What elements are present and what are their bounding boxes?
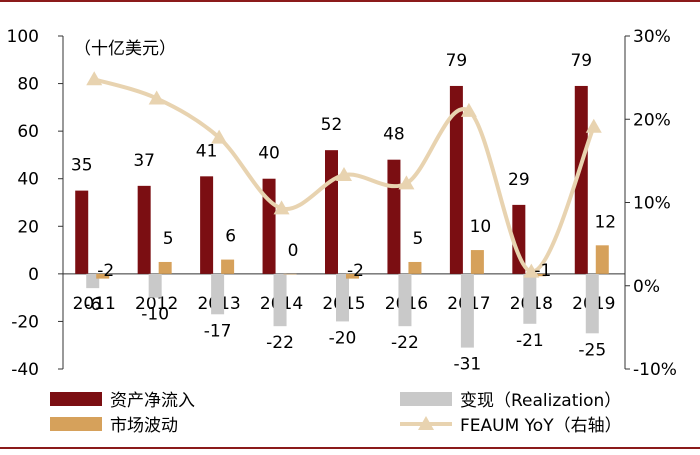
market-label: 5 <box>163 229 174 249</box>
bar <box>200 176 214 274</box>
inflow-label: 40 <box>258 144 280 164</box>
yoy-marker <box>211 129 228 144</box>
realization-label: -31 <box>453 355 481 375</box>
realization-label: -6 <box>84 295 101 315</box>
inflow-label: 41 <box>196 141 218 161</box>
legend-swatch <box>400 392 452 406</box>
x-tick-label: 2011 <box>73 294 116 314</box>
bar <box>86 273 100 289</box>
left-tick-label: 100 <box>7 27 39 47</box>
yoy-line <box>86 71 602 278</box>
inflow-label: 29 <box>508 170 530 190</box>
bars <box>75 85 609 348</box>
realization-label: -21 <box>516 331 544 351</box>
market-label: -1 <box>534 261 551 281</box>
bar <box>148 273 162 298</box>
yoy-marker <box>148 90 165 105</box>
bar <box>574 85 588 274</box>
bar <box>221 259 235 274</box>
market-label: 5 <box>413 229 424 249</box>
legend-label: 变现（Realization） <box>460 391 621 411</box>
inflow-label: 79 <box>570 51 592 71</box>
bar <box>336 273 349 322</box>
yoy-marker <box>523 263 540 278</box>
bar <box>346 273 359 279</box>
yoy-marker <box>585 118 602 133</box>
market-label: 0 <box>288 241 299 261</box>
bar <box>470 250 484 274</box>
inflow-label: 52 <box>321 115 343 135</box>
bar <box>408 261 422 274</box>
bar <box>398 273 412 327</box>
yoy-marker <box>336 167 352 182</box>
left-tick-label: -20 <box>11 312 39 332</box>
legend-swatch-marker <box>418 416 434 430</box>
yoy-marker <box>86 71 103 86</box>
unit-note: （十亿美元） <box>74 39 176 59</box>
bar <box>449 85 463 274</box>
inflow-label: 35 <box>71 156 93 176</box>
left-tick-label: 60 <box>17 122 39 142</box>
market-label: 6 <box>225 227 236 247</box>
bar <box>283 273 297 275</box>
bar <box>137 185 151 274</box>
bar <box>512 204 526 274</box>
legend-swatch <box>50 392 102 406</box>
bar <box>595 245 609 274</box>
left-tick-label: 20 <box>17 217 39 237</box>
realization-label: -17 <box>204 321 232 341</box>
inflow-label: 37 <box>133 151 155 171</box>
right-tick-label: 20% <box>633 110 671 130</box>
bar <box>75 190 89 274</box>
bar <box>325 150 338 274</box>
left-tick-label: 40 <box>17 170 39 190</box>
legend-swatch <box>50 417 102 431</box>
bar <box>387 159 401 274</box>
realization-label: -22 <box>391 333 419 353</box>
market-label: 12 <box>594 212 616 232</box>
legend-label: 市场波动 <box>110 416 178 436</box>
legend-label: 资产净流入 <box>110 391 195 411</box>
yoy-marker <box>398 175 415 190</box>
yoy-marker <box>460 102 477 117</box>
right-tick-label: -10% <box>633 360 677 380</box>
bar <box>273 273 287 327</box>
legend-label: FEAUM YoY（右轴） <box>460 416 622 436</box>
left-tick-label: -40 <box>11 360 39 380</box>
realization-label: -10 <box>141 305 169 325</box>
yoy-marker <box>273 200 290 215</box>
right-tick-label: 30% <box>633 27 671 47</box>
right-tick-label: 10% <box>633 194 671 214</box>
realization-label: -20 <box>329 328 357 348</box>
market-label: -2 <box>347 261 364 281</box>
left-tick-label: 0 <box>28 265 39 285</box>
left-tick-label: 80 <box>17 75 39 95</box>
bar <box>460 273 474 348</box>
bar <box>158 261 172 274</box>
bar <box>96 273 110 279</box>
market-label: 10 <box>470 217 492 237</box>
bar <box>585 273 599 334</box>
inflow-label: 48 <box>383 125 405 145</box>
right-tick-label: 0% <box>633 277 660 297</box>
bar <box>523 273 537 324</box>
inflow-label: 79 <box>446 51 468 71</box>
realization-label: -25 <box>578 340 606 360</box>
legend: 资产净流入 变现（Realization） 市场波动 FEAUM YoY（右轴） <box>50 391 622 436</box>
bar <box>533 273 547 277</box>
x-tick-label: 2012 <box>135 294 178 314</box>
realization-label: -22 <box>266 333 294 353</box>
bar <box>211 273 225 315</box>
market-label: -2 <box>97 261 114 281</box>
